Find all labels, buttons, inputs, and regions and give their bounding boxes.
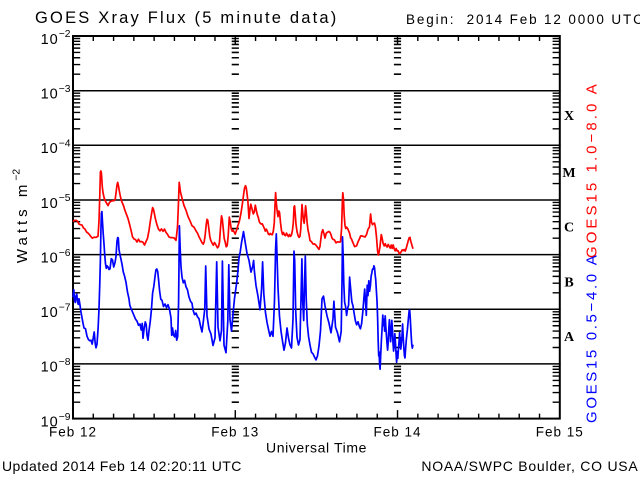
svg-text:Universal Time: Universal Time: [266, 440, 367, 456]
svg-text:10−2: 10−2: [41, 29, 71, 48]
svg-text:M: M: [562, 166, 575, 181]
svg-text:Feb 12: Feb 12: [49, 425, 97, 440]
svg-text:GOES15 0.5−4.0 A: GOES15 0.5−4.0 A: [584, 253, 601, 423]
svg-text:A: A: [564, 330, 575, 345]
svg-text:GOES15 1.0−8.0 A: GOES15 1.0−8.0 A: [584, 81, 601, 258]
svg-text:Feb 15: Feb 15: [536, 425, 584, 440]
svg-text:10−8: 10−8: [41, 357, 71, 376]
svg-text:Watts m−2: Watts m−2: [12, 169, 32, 263]
svg-text:10−7: 10−7: [41, 303, 71, 322]
svg-text:10−6: 10−6: [41, 248, 71, 267]
svg-text:10−3: 10−3: [41, 84, 71, 103]
svg-text:Feb 13: Feb 13: [211, 425, 259, 440]
svg-text:X: X: [564, 109, 574, 124]
svg-text:Feb 14: Feb 14: [373, 425, 421, 440]
svg-text:10−5: 10−5: [41, 193, 71, 212]
svg-text:NOAA/SWPC Boulder, CO USA: NOAA/SWPC Boulder, CO USA: [421, 458, 638, 474]
svg-text:Begin: 2014 Feb 12 0000 UTC: Begin: 2014 Feb 12 0000 UTC: [406, 12, 640, 27]
svg-text:C: C: [564, 221, 574, 236]
svg-text:10−4: 10−4: [41, 139, 71, 158]
svg-text:B: B: [564, 275, 573, 290]
svg-text:Updated 2014 Feb 14 02:20:11 U: Updated 2014 Feb 14 02:20:11 UTC: [2, 458, 242, 474]
svg-text:GOES Xray Flux (5 minute data): GOES Xray Flux (5 minute data): [35, 9, 339, 27]
